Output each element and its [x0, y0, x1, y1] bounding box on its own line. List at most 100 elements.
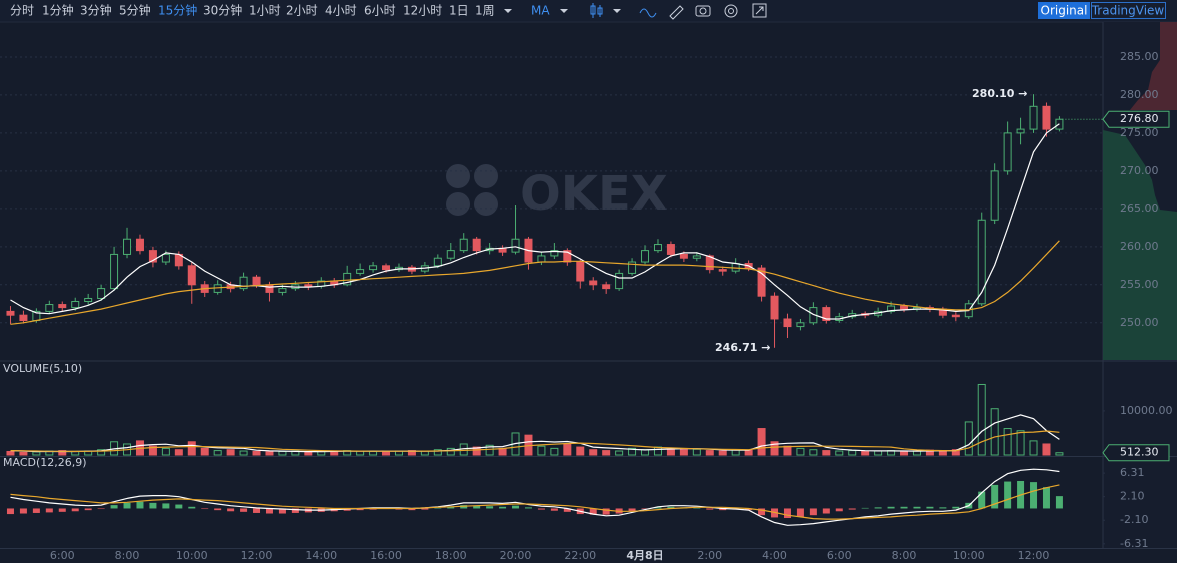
macd-histogram-bar [240, 508, 248, 512]
macd-histogram-bar [1004, 481, 1012, 509]
macd-histogram-bar [758, 508, 766, 516]
value-tag-label: 512.30 [1120, 446, 1159, 459]
volume-bar [874, 450, 883, 456]
view-button[interactable] [1091, 2, 1166, 19]
macd-histogram-bar [71, 508, 79, 512]
volume-bar [692, 448, 701, 456]
candle-body [278, 288, 287, 293]
view-button-active[interactable] [1038, 2, 1090, 19]
macd-histogram-bar [486, 506, 494, 509]
macd-histogram-bar [563, 508, 571, 512]
volume-bar [19, 451, 28, 456]
macd-histogram-bar [473, 505, 481, 509]
volume-bar [641, 449, 650, 456]
macd-histogram-bar [291, 508, 299, 513]
macd-histogram-bar [848, 508, 856, 510]
macd-histogram-bar [602, 508, 610, 515]
candle-body [369, 265, 378, 271]
indicator-icon[interactable] [639, 8, 657, 18]
interval-button[interactable]: 3分钟 [80, 3, 112, 18]
volume-bar [951, 449, 960, 456]
macd-histogram-bar [32, 508, 40, 513]
x-tick-label: 14:00 [305, 549, 337, 562]
y-tick-label: 275.00 [1120, 126, 1159, 139]
candle-body [990, 170, 999, 221]
interval-button[interactable]: 1小时 [249, 4, 281, 18]
draw-icon[interactable] [669, 5, 684, 20]
candle-body [382, 265, 391, 271]
interval-button[interactable]: 1日 [449, 4, 469, 18]
dropdown-icon[interactable] [613, 9, 621, 13]
interval-button[interactable]: 2小时 [286, 4, 318, 18]
dropdown-icon[interactable] [560, 9, 568, 13]
candle-body [343, 272, 352, 286]
candle-body [977, 219, 986, 305]
x-tick-label: 12:00 [241, 549, 273, 562]
volume-bar [58, 450, 67, 456]
macd-histogram-bar [162, 503, 170, 509]
macd-histogram-bar [253, 508, 261, 513]
interval-button[interactable]: 1周 [475, 4, 495, 18]
y-tick-label: 6.31 [1120, 466, 1145, 479]
volume-bar [653, 446, 662, 456]
macd-histogram-bar [175, 504, 183, 509]
volume-bar [679, 449, 688, 456]
x-tick-label: 2:00 [697, 549, 722, 562]
low-annotation: 246.71 → [715, 341, 771, 354]
candle-body [641, 250, 650, 263]
macd-histogram-bar [84, 508, 92, 511]
volume-bar [796, 447, 805, 456]
moving-average [10, 123, 1060, 320]
camera-icon[interactable] [695, 5, 711, 17]
interval-button[interactable]: 15分钟 [158, 3, 197, 18]
settings-icon[interactable] [724, 4, 738, 18]
candle-body [187, 265, 196, 286]
fullscreen-icon[interactable] [752, 3, 767, 18]
candle-body [252, 276, 261, 286]
candle-body [19, 314, 28, 322]
candle-body [1003, 132, 1012, 172]
interval-button[interactable]: 分时 [10, 4, 34, 18]
view-original[interactable]: Original [1041, 4, 1088, 18]
interval-button[interactable]: 6小时 [364, 4, 396, 18]
volume-bar [485, 444, 494, 456]
candle-body [679, 253, 688, 259]
view-tradingview[interactable]: TradingView [1091, 4, 1165, 18]
candle-body [472, 238, 481, 252]
x-tick-label: 20:00 [500, 549, 532, 562]
panel-title: VOLUME(5,10) [3, 362, 82, 375]
volume-bar [433, 449, 442, 456]
volume-bar [718, 450, 727, 456]
volume-bar [472, 446, 481, 456]
interval-button[interactable]: 30分钟 [203, 3, 242, 18]
interval-button[interactable]: 12小时 [403, 4, 442, 18]
x-tick-label: 6:00 [827, 549, 852, 562]
volume-bar [744, 449, 753, 456]
candle-body [666, 244, 675, 255]
interval-button[interactable]: 4小时 [325, 4, 357, 18]
macd-histogram-bar [874, 507, 882, 509]
macd-histogram-bar [149, 502, 157, 509]
volume-bar [369, 450, 378, 456]
indicator-button[interactable]: MA [531, 4, 550, 18]
macd-histogram-bar [434, 507, 442, 509]
interval-button[interactable]: 1分钟 [42, 3, 74, 18]
candle-body [770, 295, 779, 320]
bid-depth [1103, 130, 1177, 360]
candle-body [58, 304, 67, 309]
y-tick-label: 2.10 [1120, 490, 1145, 503]
macd-histogram-bar [265, 508, 273, 514]
interval-button[interactable]: 5分钟 [119, 3, 151, 18]
volume-bar [589, 449, 598, 456]
macd-histogram-bar [447, 506, 455, 509]
candle-body [602, 284, 611, 290]
candle-body [887, 305, 896, 312]
dropdown-icon[interactable] [504, 9, 512, 13]
macd-histogram-bar [978, 491, 986, 509]
volume-bar [628, 447, 637, 456]
candle-type-icon[interactable] [590, 3, 603, 18]
candle-body [628, 261, 637, 274]
volume-bar [446, 447, 455, 456]
macd-histogram-bar [537, 508, 545, 510]
candle-body [757, 267, 766, 297]
